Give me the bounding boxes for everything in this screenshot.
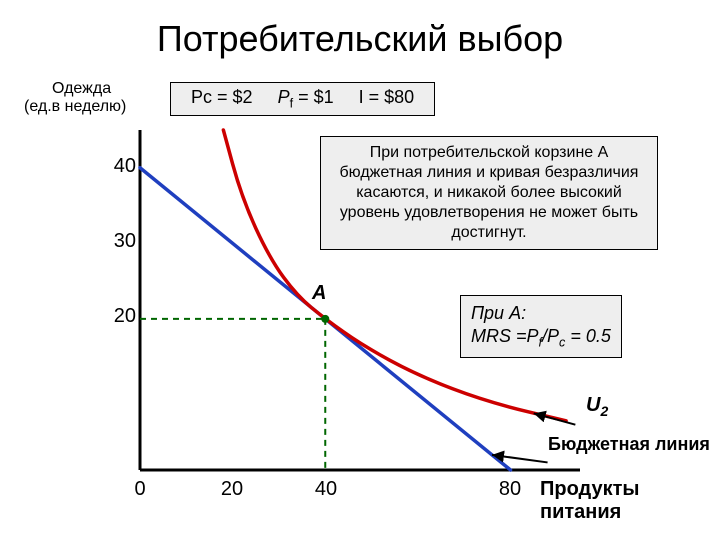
u2-label: U2 xyxy=(586,394,608,419)
param-i: I = $80 xyxy=(359,87,415,107)
param-pf: Pf = $1 xyxy=(278,87,334,107)
x-tick-20: 20 xyxy=(214,478,250,501)
y-tick-40: 40 xyxy=(102,155,136,178)
y-tick-30: 30 xyxy=(102,230,136,253)
page-title: Потребительский выбор xyxy=(0,18,720,60)
slide: Потребительский выбор Одежда (ед.в недел… xyxy=(0,0,720,540)
x-axis-label: Продукты питания xyxy=(540,478,720,524)
param-pc: Pc = $2 xyxy=(191,87,253,107)
x-tick-0: 0 xyxy=(122,478,158,501)
y-axis-unit: (ед.в неделю) xyxy=(24,98,126,116)
y-axis-label: Одежда xyxy=(52,80,111,98)
y-tick-20: 20 xyxy=(102,305,136,328)
x-tick-80: 80 xyxy=(492,478,528,501)
x-tick-40: 40 xyxy=(308,478,344,501)
parameters-box: Pc = $2 Pf = $1 I = $80 xyxy=(170,82,435,116)
plot-svg xyxy=(140,130,580,470)
